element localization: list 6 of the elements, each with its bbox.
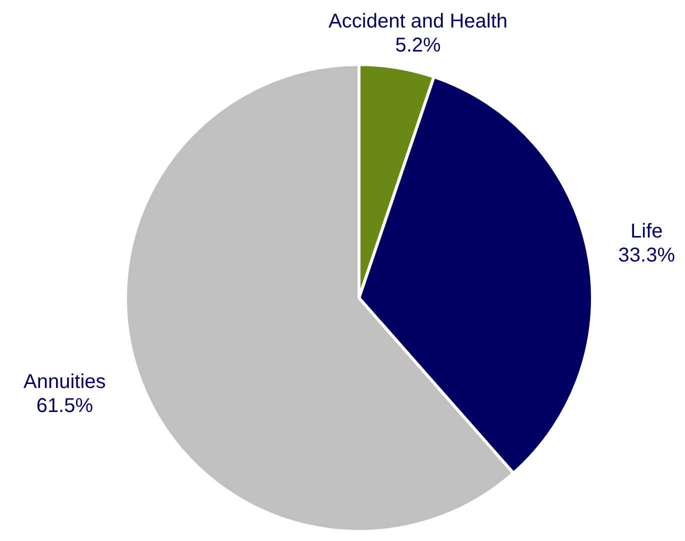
data-label: 5.2% [395, 34, 442, 57]
slice-label: Life [630, 220, 663, 243]
data-label: 33.3% [618, 244, 676, 267]
slice-label: Annuities [24, 371, 106, 394]
data-label: 61.5% [36, 395, 94, 418]
slice-label: Accident and Health [328, 10, 508, 33]
